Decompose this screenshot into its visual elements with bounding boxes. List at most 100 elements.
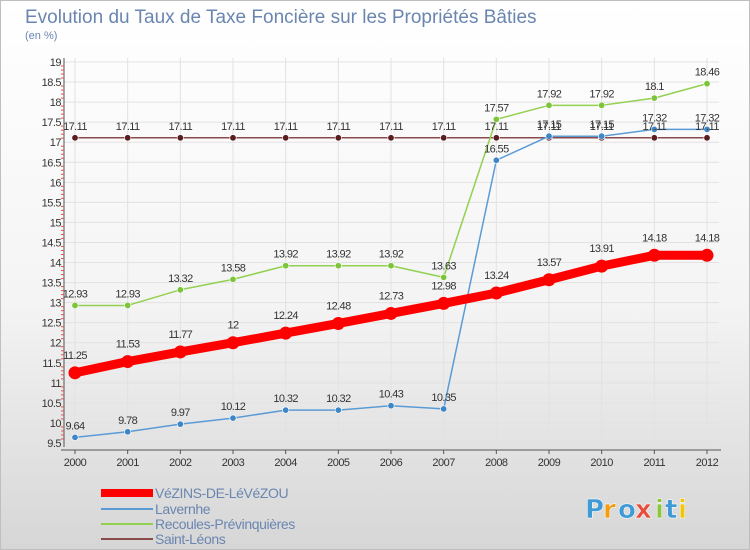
y-tick-label: 14.5 <box>42 237 62 249</box>
data-point-lavernhe <box>598 132 606 140</box>
data-label-saint-leons: 17.11 <box>484 121 508 133</box>
data-point-recoules-previnquieres <box>650 94 658 102</box>
data-label-saint-leons: 17.11 <box>590 121 614 133</box>
data-point-saint-leons <box>387 134 395 142</box>
x-tick-label: 2001 <box>116 457 139 469</box>
data-label-vezins-de-levezou: 13.24 <box>484 270 509 282</box>
data-point-lavernhe <box>703 125 711 133</box>
y-tick-label: 15 <box>50 217 62 229</box>
chart-subtitle: (en %) <box>25 30 57 42</box>
axes: 9.51010.51111.51212.51313.51414.51515.51… <box>42 57 721 469</box>
y-tick-label: 15.5 <box>42 197 62 209</box>
logo-letter: o <box>618 495 636 525</box>
legend: VéZINS-DE-LéVéZOULavernheRecoules-Prévin… <box>101 485 296 547</box>
data-label-vezins-de-levezou: 12 <box>227 320 239 332</box>
data-label-recoules-previnquieres: 17.92 <box>589 88 614 100</box>
data-label-saint-leons: 17.11 <box>642 121 666 133</box>
data-label-lavernhe: 9.64 <box>65 420 84 432</box>
data-label-lavernhe: 17.15 <box>537 119 562 131</box>
data-point-saint-leons <box>650 134 658 142</box>
x-tick-label: 2011 <box>644 457 666 469</box>
logo-letter: P <box>585 495 604 525</box>
data-label-lavernhe: 17.32 <box>642 112 667 124</box>
legend-label-vezins-de-levezou: VéZINS-DE-LéVéZOU <box>155 485 289 501</box>
data-label-recoules-previnquieres: 12.93 <box>63 288 88 300</box>
data-point-vezins-de-levezou <box>121 355 135 369</box>
data-labels: 11.25 11.53 11.77 12 12.24 12.48 12.73 12.98 13.… <box>63 67 721 433</box>
data-point-vezins-de-levezou <box>437 296 451 310</box>
x-tick-label: 2000 <box>64 457 87 469</box>
data-label-lavernhe: 17.32 <box>695 112 720 124</box>
y-tick-label: 13.5 <box>42 278 62 290</box>
data-label-lavernhe: 16.55 <box>484 143 509 155</box>
y-tick-label: 19 <box>50 57 62 69</box>
data-point-recoules-previnquieres <box>176 286 184 294</box>
data-point-lavernhe <box>545 132 553 140</box>
data-point-lavernhe <box>334 406 342 414</box>
data-label-saint-leons: 17.11 <box>432 121 456 133</box>
data-label-recoules-previnquieres: 13.63 <box>431 260 456 272</box>
data-point-lavernhe <box>229 414 237 422</box>
data-label-vezins-de-levezou: 14.18 <box>642 232 667 244</box>
data-point-recoules-previnquieres <box>334 262 342 270</box>
y-tick-label: 17.5 <box>42 117 62 129</box>
data-point-recoules-previnquieres <box>440 273 448 281</box>
data-point-vezins-de-levezou <box>595 259 609 273</box>
x-tick-label: 2012 <box>696 457 719 469</box>
data-point-saint-leons <box>440 134 448 142</box>
y-tick-label: 18.5 <box>42 77 62 89</box>
data-point-lavernhe <box>282 406 290 414</box>
chart-title: Evolution du Taux de Taxe Foncière sur l… <box>25 7 537 28</box>
data-label-saint-leons: 17.11 <box>116 121 140 133</box>
y-tick-label: 12.5 <box>42 318 62 330</box>
data-point-vezins-de-levezou <box>384 306 398 320</box>
data-label-recoules-previnquieres: 13.92 <box>379 249 404 261</box>
data-point-saint-leons <box>703 134 711 142</box>
data-label-lavernhe: 10.35 <box>431 392 456 404</box>
data-label-vezins-de-levezou: 11.25 <box>63 350 87 362</box>
data-point-vezins-de-levezou <box>173 345 187 359</box>
data-label-saint-leons: 17.11 <box>537 121 561 133</box>
x-tick-label: 2008 <box>485 457 508 469</box>
x-tick-label: 2005 <box>327 457 350 469</box>
gridlines <box>63 58 719 447</box>
data-point-saint-leons <box>176 134 184 142</box>
data-label-lavernhe: 10.43 <box>379 389 404 401</box>
data-point-recoules-previnquieres <box>229 275 237 283</box>
data-point-saint-leons <box>71 134 79 142</box>
data-point-recoules-previnquieres <box>124 301 132 309</box>
y-tick-label: 9.5 <box>47 438 61 450</box>
data-label-recoules-previnquieres: 17.92 <box>537 88 562 100</box>
data-point-vezins-de-levezou <box>226 336 240 350</box>
data-point-lavernhe <box>124 428 132 436</box>
data-label-lavernhe: 10.32 <box>273 393 298 405</box>
x-tick-label: 2006 <box>380 457 403 469</box>
data-point-vezins-de-levezou <box>68 366 82 380</box>
data-label-recoules-previnquieres: 13.92 <box>326 249 351 261</box>
x-tick-label: 2010 <box>590 457 613 469</box>
x-tick-label: 2004 <box>274 457 297 469</box>
data-point-vezins-de-levezou <box>700 248 714 262</box>
data-point-saint-leons <box>492 134 500 142</box>
x-tick-label: 2003 <box>222 457 245 469</box>
data-label-lavernhe: 17.15 <box>589 119 614 131</box>
data-point-lavernhe <box>440 405 448 413</box>
data-point-lavernhe <box>387 402 395 410</box>
data-point-lavernhe <box>71 433 79 441</box>
data-label-lavernhe: 10.32 <box>326 393 351 405</box>
data-label-vezins-de-levezou: 12.24 <box>273 310 298 322</box>
y-tick-label: 13 <box>50 298 62 310</box>
data-point-lavernhe <box>492 156 500 164</box>
data-point-recoules-previnquieres <box>545 101 553 109</box>
data-point-recoules-previnquieres <box>703 80 711 88</box>
legend-label-recoules-previnquieres: Recoules-Prévinquières <box>155 516 295 532</box>
y-tick-label: 10.5 <box>42 398 62 410</box>
data-label-vezins-de-levezou: 13.91 <box>589 243 614 255</box>
logo-letter: x <box>635 495 652 525</box>
series-group <box>68 80 714 441</box>
y-tick-label: 12 <box>50 338 62 350</box>
logo-letter: r <box>603 495 616 525</box>
data-point-recoules-previnquieres <box>71 301 79 309</box>
y-tick-label: 14 <box>50 258 62 270</box>
data-point-recoules-previnquieres <box>387 262 395 270</box>
